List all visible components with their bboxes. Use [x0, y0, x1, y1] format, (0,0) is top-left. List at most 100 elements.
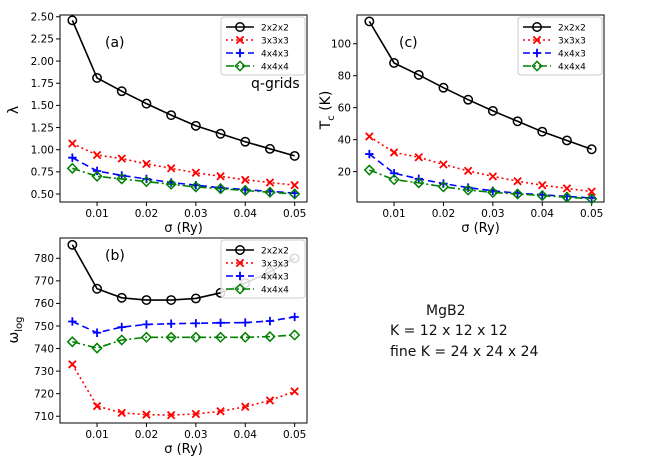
data-point-3x3x3 [117, 154, 126, 163]
y-axis-label: Tc (K) [318, 91, 337, 131]
legend-label-2x2x2: 2x2x2 [261, 24, 289, 34]
data-point-2x2x2 [141, 295, 152, 305]
x-tick-label: 0.04 [234, 429, 258, 441]
data-point-3x3x3 [191, 168, 201, 177]
data-point-2x2x2 [116, 292, 127, 303]
data-point-3x3x3 [142, 159, 151, 169]
data-point-2x2x2 [487, 105, 498, 116]
legend-label-2x2x2: 2x2x2 [261, 247, 289, 257]
y-tick-label: 730 [34, 366, 54, 378]
data-point-4x4x4 [388, 173, 400, 186]
data-point-4x4x4 [264, 186, 276, 198]
series-line-3x3x3 [72, 142, 295, 186]
data-point-4x4x4 [239, 184, 251, 197]
material-label: MgB2 [426, 303, 466, 319]
data-point-2x2x2 [116, 86, 127, 97]
x-tick-label: 0.02 [135, 208, 158, 220]
x-tick-label: 0.05 [580, 208, 603, 220]
data-point-4x4x4 [165, 331, 177, 343]
k-grid-label: K = 12 x 12 x 12 [390, 323, 508, 339]
data-point-4x4x4 [585, 193, 598, 205]
data-point-3x3x3 [513, 176, 522, 186]
legend-marker-4x4x3 [235, 48, 245, 58]
legend-label-2x2x2: 2x2x2 [558, 24, 586, 34]
data-point-2x2x2 [512, 116, 523, 127]
data-point-4x4x4 [561, 191, 573, 203]
y-tick-label: 2.50 [31, 12, 54, 24]
data-point-4x4x4 [165, 178, 177, 190]
chart-panel-a-lambda: 0.01 0.02 0.03 0.04 0.05 0.50 0.75 1.00 1.25 1.50… [6, 12, 308, 236]
plot-frame [59, 14, 308, 203]
plot-frame [356, 14, 605, 203]
data-point-3x3x3 [166, 410, 176, 420]
y-tick-label: 80 [338, 71, 351, 83]
x-tick-label: 0.03 [184, 208, 207, 220]
y-tick-label: 60 [338, 103, 351, 115]
data-point-2x2x2 [166, 295, 177, 305]
legend-label-3x3x3: 3x3x3 [261, 260, 289, 270]
data-point-2x2x2 [240, 136, 251, 147]
y-tick-label: 2.00 [31, 56, 54, 68]
legend-marker-2x2x2 [532, 22, 542, 32]
q-grids-annotation: q-grids [251, 76, 300, 92]
data-point-3x3x3 [538, 180, 547, 190]
x-tick-label: 0.05 [283, 429, 306, 441]
data-point-3x3x3 [68, 360, 77, 369]
data-point-4x4x4 [462, 184, 474, 196]
data-point-2x2x2 [364, 16, 375, 27]
x-tick-label: 0.03 [481, 208, 504, 220]
legend-marker-3x3x3 [235, 258, 245, 268]
data-point-3x3x3 [92, 150, 102, 160]
legend-marker-2x2x2 [235, 245, 245, 255]
legend-label-4x4x3: 4x4x3 [558, 50, 586, 60]
data-point-4x4x4 [288, 329, 301, 341]
data-point-4x4x4 [91, 170, 103, 182]
data-point-3x3x3 [265, 396, 275, 405]
data-point-2x2x2 [67, 239, 78, 250]
x-tick-label: 0.01 [382, 208, 405, 220]
y-tick-label: 770 [34, 276, 54, 288]
data-point-2x2x2 [389, 57, 399, 68]
data-point-3x3x3 [241, 175, 250, 185]
data-point-2x2x2 [92, 72, 103, 83]
x-tick-label: 0.04 [531, 208, 555, 220]
data-point-2x2x2 [67, 15, 78, 26]
data-point-4x4x3 [68, 153, 77, 162]
y-axis-label: ωlog [6, 317, 25, 344]
y-tick-label: 2.25 [31, 34, 54, 46]
data-point-2x2x2 [562, 135, 572, 146]
data-point-3x3x3 [562, 184, 572, 193]
data-point-4x4x4 [190, 181, 202, 193]
y-tick-label: 1.25 [31, 122, 54, 134]
legend-marker-4x4x4 [234, 60, 246, 72]
data-point-4x4x3 [142, 320, 151, 329]
series-line-4x4x4 [72, 167, 295, 195]
legend-label-4x4x3: 4x4x3 [261, 273, 289, 283]
data-point-3x3x3 [365, 132, 374, 141]
data-point-4x4x4 [140, 331, 153, 343]
data-point-4x4x3 [241, 318, 250, 327]
x-tick-label: 0.02 [432, 208, 455, 220]
y-tick-label: 760 [34, 298, 54, 310]
data-point-4x4x4 [487, 186, 499, 199]
y-tick-label: 740 [34, 343, 54, 355]
x-tick-label: 0.04 [234, 208, 258, 220]
data-point-4x4x3 [216, 318, 225, 328]
legend-label-4x4x4: 4x4x4 [261, 286, 289, 296]
data-point-3x3x3 [290, 180, 299, 190]
chart-panel-b-omega-log: 0.01 0.02 0.03 0.04 0.05 710 720 730 740 750 760 77… [6, 237, 308, 457]
data-point-4x4x3 [191, 319, 201, 328]
data-point-4x4x3 [92, 328, 102, 337]
series-line-4x4x3 [72, 316, 295, 334]
data-point-2x2x2 [92, 283, 103, 294]
data-point-3x3x3 [92, 401, 102, 411]
y-tick-label: 100 [331, 39, 351, 51]
data-point-4x4x4 [66, 336, 79, 348]
data-point-4x4x4 [66, 162, 79, 174]
data-point-4x4x3 [265, 316, 275, 326]
data-point-3x3x3 [290, 387, 299, 396]
data-point-4x4x4 [363, 164, 376, 176]
legend: 2x2x2 3x3x3 4x4x3 4x4x4 [220, 239, 306, 299]
y-tick-label: 1.00 [31, 145, 54, 157]
